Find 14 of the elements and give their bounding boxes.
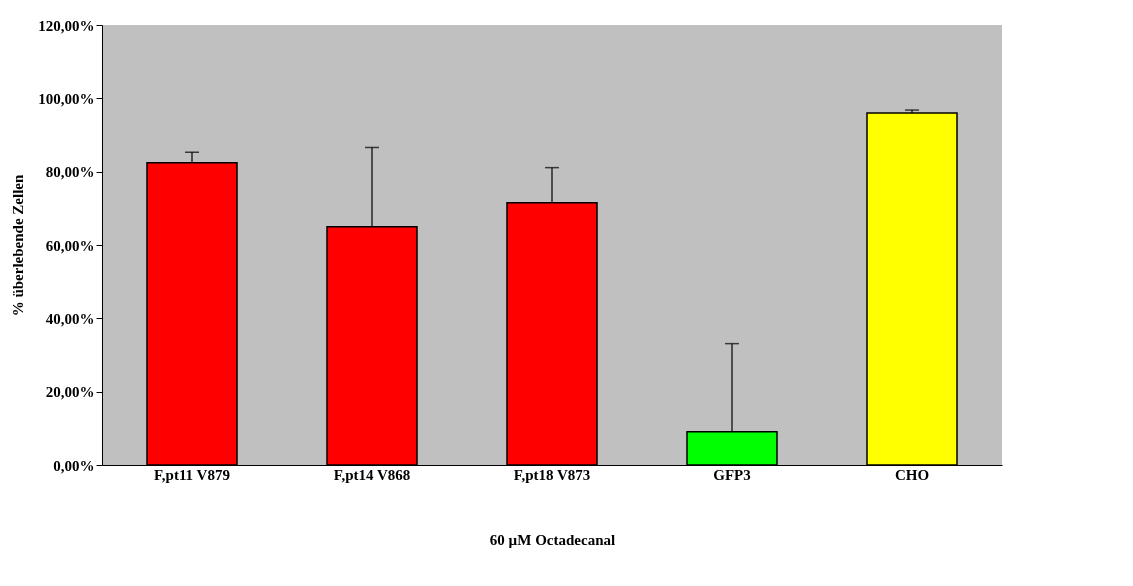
x-axis-title: 60 µM Octadecanal	[489, 531, 616, 548]
y-tick-label: 60,00%	[45, 237, 95, 254]
x-tick-label: F,pt18 V873	[513, 466, 591, 483]
y-axis-title: % überlebende Zellen	[10, 174, 27, 317]
y-tick-label: 40,00%	[45, 310, 95, 327]
y-tick-label: 20,00%	[45, 384, 95, 401]
x-tick-label: F,pt11 V879	[154, 466, 230, 483]
y-tick-label: 100,00%	[38, 90, 95, 107]
x-tick-label: CHO	[894, 466, 930, 483]
x-tick-label: GFP3	[713, 466, 751, 483]
y-tick-label: 120,00%	[38, 17, 95, 34]
y-tick-label: 80,00%	[45, 164, 95, 181]
y-tick-label: 0,00%	[53, 457, 95, 474]
x-tick-label: F,pt14 V868	[333, 466, 411, 483]
